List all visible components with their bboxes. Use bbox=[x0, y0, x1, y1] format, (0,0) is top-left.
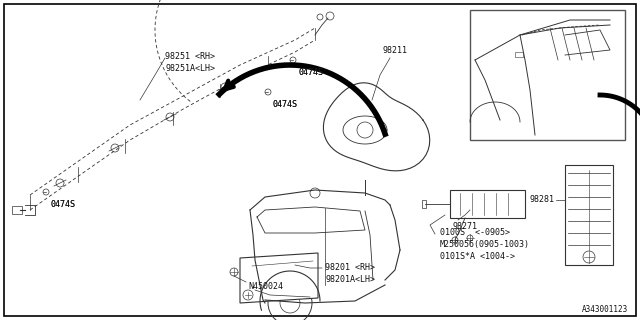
Text: 98251A<LH>: 98251A<LH> bbox=[165, 64, 215, 73]
Bar bbox=[515, 52, 523, 57]
Text: 98211: 98211 bbox=[382, 46, 407, 55]
Bar bbox=[270, 287, 305, 297]
Text: 98251 <RH>: 98251 <RH> bbox=[165, 52, 215, 61]
Bar bbox=[450, 190, 525, 218]
Text: 0101S*A <1004->: 0101S*A <1004-> bbox=[440, 252, 515, 261]
Bar bbox=[470, 10, 625, 140]
Bar bbox=[422, 200, 426, 208]
Text: 98201 <RH>: 98201 <RH> bbox=[325, 263, 375, 272]
Bar bbox=[565, 165, 613, 265]
Text: 0474S: 0474S bbox=[50, 200, 75, 209]
Text: 0474S: 0474S bbox=[272, 100, 297, 109]
Text: 0474S: 0474S bbox=[50, 200, 75, 209]
Text: 98281: 98281 bbox=[530, 195, 555, 204]
Text: M250056(0905-1003): M250056(0905-1003) bbox=[440, 240, 530, 249]
Text: 98201A<LH>: 98201A<LH> bbox=[325, 275, 375, 284]
Text: N450024: N450024 bbox=[248, 282, 283, 291]
Text: 98271: 98271 bbox=[452, 222, 477, 231]
Text: 0474S: 0474S bbox=[298, 68, 323, 77]
Text: 0100S  <-0905>: 0100S <-0905> bbox=[440, 228, 510, 237]
Text: A343001123: A343001123 bbox=[582, 305, 628, 314]
Text: 0474S: 0474S bbox=[298, 68, 323, 77]
Bar bbox=[12, 206, 22, 214]
Polygon shape bbox=[240, 253, 318, 303]
Text: 0474S: 0474S bbox=[272, 100, 297, 109]
